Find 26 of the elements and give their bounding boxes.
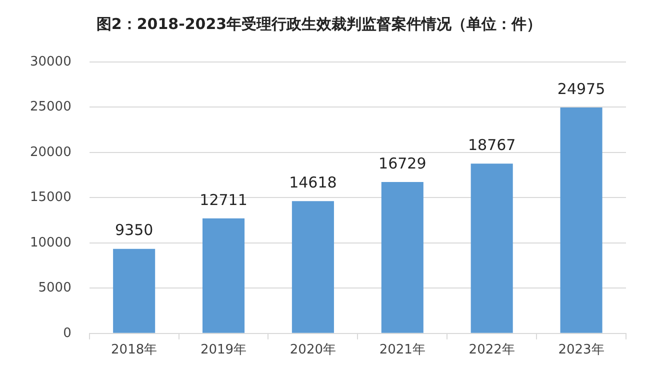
bar	[470, 164, 513, 333]
data-label: 24975	[557, 80, 606, 98]
x-tick-label: 2019年	[200, 342, 247, 358]
bar	[381, 182, 424, 333]
x-tick-label: 2023年	[558, 342, 604, 358]
x-tick-label: 2018年	[111, 342, 158, 358]
bar	[202, 218, 245, 333]
y-tick-label: 20000	[30, 144, 72, 160]
y-tick-label: 5000	[38, 280, 72, 296]
y-tick-label: 30000	[30, 54, 72, 70]
x-tick-label: 2021年	[379, 342, 426, 358]
chart-title: 图2：2018-2023年受理行政生效裁判监督案件情况（单位：件）	[96, 14, 542, 33]
x-tick-label: 2022年	[468, 342, 515, 358]
bar	[113, 248, 156, 333]
y-tick-label: 0	[63, 326, 72, 341]
y-tick-label: 15000	[30, 190, 72, 206]
data-label: 9350	[114, 221, 154, 240]
data-label: 16729	[378, 154, 426, 172]
data-label: 12711	[200, 190, 248, 209]
data-label: 14618	[289, 174, 337, 192]
x-tick-label: 2020年	[290, 342, 336, 358]
data-label: 18767	[468, 136, 516, 154]
y-tick-label: 25000	[30, 100, 72, 115]
bar	[560, 107, 602, 333]
bar	[292, 201, 334, 333]
y-tick-label: 10000	[30, 235, 72, 250]
